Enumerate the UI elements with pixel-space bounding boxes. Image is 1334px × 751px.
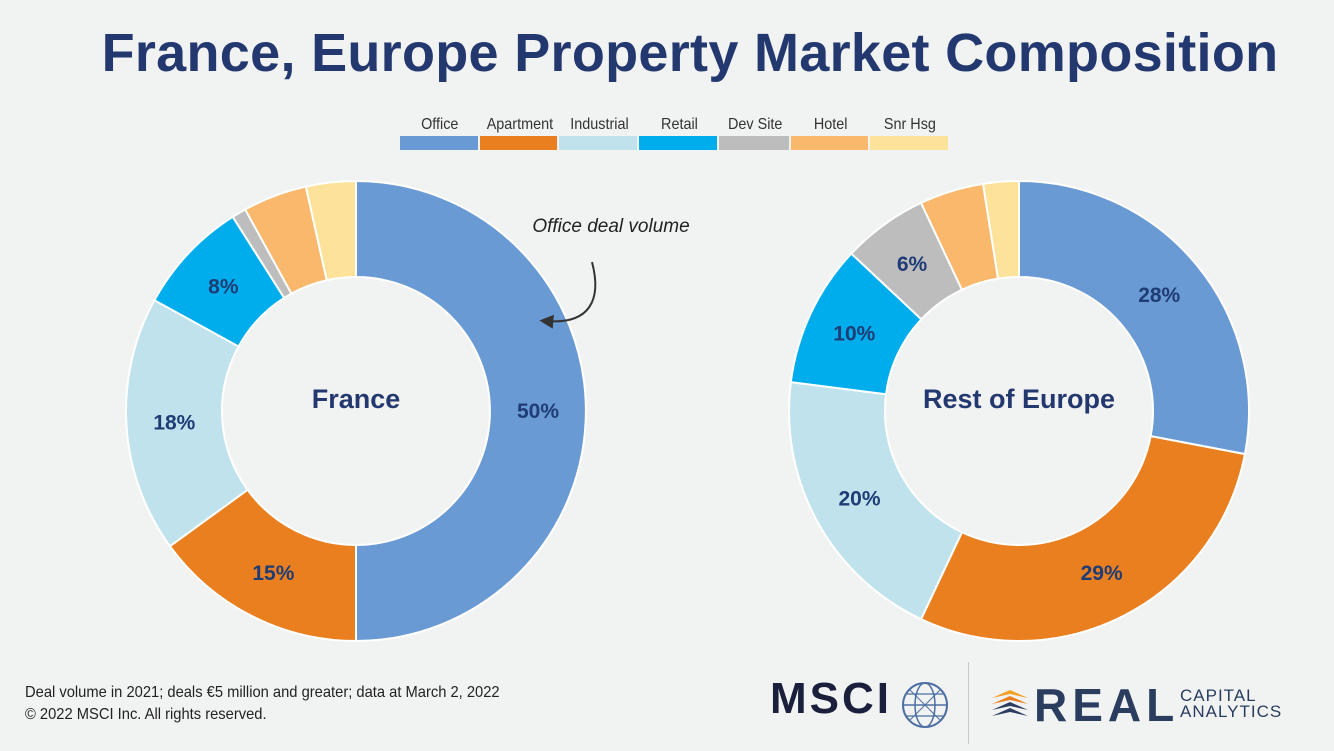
legend-label: Office	[421, 116, 459, 133]
slice-office	[355, 179, 587, 643]
data-label: 10%	[833, 323, 875, 346]
slice-snr-hsg	[981, 179, 1020, 280]
footnote-line-2: © 2022 MSCI Inc. All rights reserved.	[25, 706, 267, 723]
legend-label: Snr Hsg	[883, 116, 937, 133]
analytics-label: ANALYTICS	[1180, 702, 1283, 721]
center-label: Rest of Europe	[923, 384, 1115, 414]
legend-label: Industrial	[569, 116, 629, 133]
data-label: 18%	[153, 411, 195, 434]
annotation-arrow	[539, 261, 597, 329]
slice-industrial	[788, 381, 964, 621]
slice-apartment	[919, 434, 1247, 642]
slice-industrial	[125, 298, 249, 548]
legend-item-hotel: Hotel	[791, 114, 870, 150]
legend-item-dev-site: Dev Site	[719, 114, 791, 150]
footnote: Deal volume in 2021; deals €5 million an…	[25, 682, 500, 726]
data-label: 15%	[252, 562, 294, 585]
msci-logo-text: MSCI	[770, 674, 892, 723]
legend-item-office: Office	[400, 114, 480, 150]
office-annotation: Office deal volume	[532, 216, 689, 237]
legend-item-industrial: Industrial	[559, 114, 639, 150]
legend-label: Apartment	[486, 116, 553, 133]
legend: Office Apartment Industrial Retail Dev Site H…	[400, 114, 950, 150]
slice-office	[1018, 179, 1250, 456]
legend-swatch	[639, 136, 717, 150]
footnote-line-1: Deal volume in 2021; deals €5 million an…	[25, 684, 500, 701]
real-logo-text: REAL	[1034, 679, 1180, 731]
legend-swatch	[559, 136, 637, 150]
msci-globe-icon	[902, 682, 948, 728]
legend-swatch	[400, 136, 478, 150]
chart-title: France, Europe Property Market Compositi…	[101, 23, 1279, 83]
data-label: 20%	[838, 488, 880, 511]
data-label: 28%	[1138, 284, 1180, 307]
legend-swatch	[791, 136, 868, 150]
data-label: 8%	[208, 275, 239, 298]
data-label: 50%	[517, 400, 559, 423]
rca-logo-icon	[992, 690, 1028, 716]
capital-analytics-text: CAPITAL ANALYTICS	[1180, 686, 1283, 721]
legend-item-retail: Retail	[639, 114, 719, 150]
legend-label: Dev Site	[727, 116, 783, 133]
legend-swatch	[870, 136, 948, 150]
logo-divider	[968, 662, 969, 744]
legend-label: Hotel	[813, 116, 848, 133]
data-label: 29%	[1081, 562, 1123, 585]
center-label: France	[312, 384, 401, 414]
capital-label: CAPITAL	[1180, 686, 1257, 705]
legend-label: Retail	[660, 116, 698, 133]
legend-swatch	[480, 136, 557, 150]
legend-item-snr-hsg: Snr Hsg	[870, 114, 950, 150]
slice-snr-hsg	[304, 179, 357, 282]
data-label: 6%	[897, 253, 928, 276]
legend-swatch	[719, 136, 789, 150]
legend-item-apartment: Apartment	[480, 114, 559, 150]
